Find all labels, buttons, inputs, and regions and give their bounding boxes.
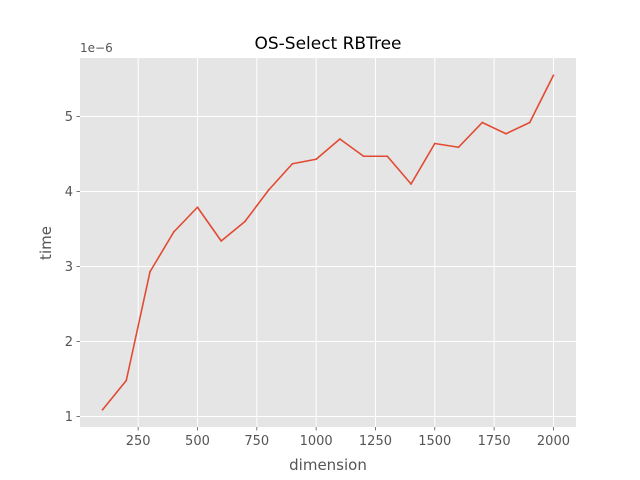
- series-line: [101, 74, 555, 411]
- y-tick-label: 2: [65, 335, 73, 350]
- data-point: [410, 183, 412, 185]
- x-tick-label: 250: [126, 434, 151, 449]
- x-tick-label: 1500: [418, 434, 451, 449]
- y-tick-label: 3: [65, 260, 73, 275]
- x-axis-ticks: 250 500 750 1000 1250 1500 1750 2000: [126, 427, 570, 449]
- x-axis-label: dimension: [289, 456, 367, 474]
- data-point: [433, 142, 436, 145]
- plot-area: [80, 58, 576, 427]
- y-tick-label: 4: [65, 185, 73, 200]
- data-point: [149, 270, 151, 273]
- data-point: [457, 146, 460, 149]
- data-point: [101, 408, 104, 411]
- y-axis-ticks: 1 2 3 4 5: [65, 110, 80, 425]
- data-point: [315, 158, 318, 161]
- x-tick-label: 2000: [537, 434, 570, 449]
- x-tick-label: 750: [244, 434, 269, 449]
- y-axis-offset-label: 1e−6: [80, 41, 113, 55]
- data-point: [125, 379, 128, 382]
- grid-lines: [80, 58, 576, 427]
- data-point: [362, 155, 365, 158]
- data-point: [244, 220, 246, 223]
- data-point: [172, 231, 175, 233]
- chart-title: OS-Select RBTree: [254, 34, 401, 54]
- data-point: [220, 240, 223, 242]
- y-axis-label: time: [37, 226, 55, 260]
- x-tick-label: 1750: [478, 434, 511, 449]
- series-layer: [101, 74, 555, 411]
- y-tick-label: 5: [65, 110, 73, 125]
- data-point: [267, 189, 270, 191]
- data-point: [528, 121, 531, 124]
- data-point: [291, 162, 294, 165]
- data-point: [386, 155, 389, 158]
- data-point: [196, 206, 199, 209]
- x-tick-label: 500: [185, 434, 210, 449]
- y-tick-label: 1: [65, 410, 73, 425]
- data-point: [505, 132, 507, 135]
- x-tick-label: 1000: [300, 434, 333, 449]
- data-point: [338, 138, 341, 140]
- data-point: [481, 121, 484, 124]
- data-point: [552, 74, 555, 77]
- x-tick-label: 1250: [359, 434, 392, 449]
